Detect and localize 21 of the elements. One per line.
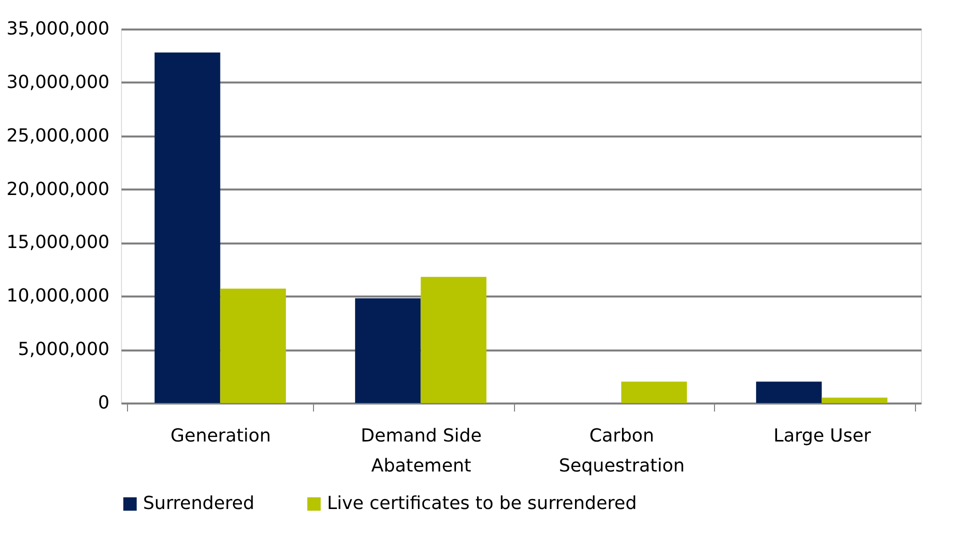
y-tick-label: 15,000,000 — [6, 232, 110, 254]
bar — [756, 382, 822, 403]
y-tick-label: 5,000,000 — [18, 339, 110, 360]
y-tick-label: 35,000,000 — [6, 18, 110, 40]
x-tick-label: Large User — [774, 426, 872, 446]
bar — [420, 276, 486, 403]
bar — [220, 288, 286, 403]
legend-label: Live certificates to be surrendered — [327, 493, 637, 514]
y-tick-label: 0 — [98, 392, 110, 414]
bar — [621, 382, 687, 403]
bar — [355, 298, 421, 403]
y-tick-label: 20,000,000 — [6, 178, 110, 200]
y-tick-label: 25,000,000 — [6, 125, 110, 146]
x-tick-label: Demand Side Abatement — [360, 426, 482, 476]
bar — [822, 398, 888, 403]
legend-label: Surrendered — [143, 493, 254, 514]
x-tick-label: Generation — [170, 426, 271, 446]
y-tick-label: 30,000,000 — [6, 72, 110, 93]
y-tick-label: 10,000,000 — [6, 286, 110, 307]
x-tick-label: Carbon Sequestration — [558, 426, 685, 476]
bar — [154, 52, 220, 403]
